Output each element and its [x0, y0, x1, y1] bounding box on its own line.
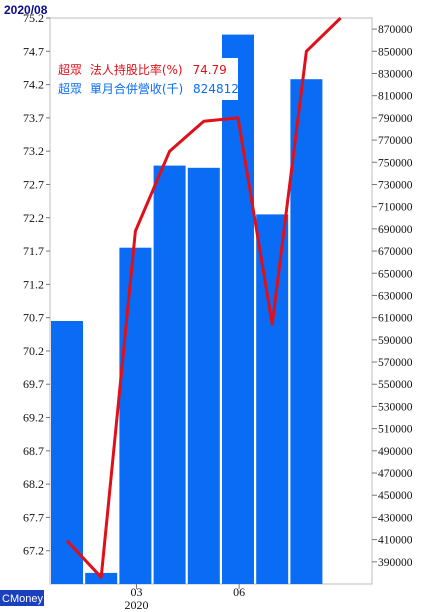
bars-layer — [51, 34, 323, 585]
left-tick-label: 75.2 — [23, 11, 44, 25]
right-tick-label: 490000 — [378, 446, 413, 458]
revenue-bar — [153, 165, 186, 584]
left-tick-label: 68.7 — [23, 444, 44, 458]
right-tick-label: 750000 — [378, 157, 413, 169]
left-tick-label: 74.7 — [23, 44, 44, 58]
revenue-bar — [119, 247, 152, 584]
right-axis-ticks: 390000 410000 430000 450000 470000 490000 5100… — [372, 24, 413, 569]
chart-title: 2020/08 — [4, 3, 48, 17]
left-tick-label: 67.2 — [23, 544, 44, 558]
left-tick-label: 71.2 — [23, 277, 44, 291]
right-tick-label: 650000 — [378, 268, 413, 280]
left-tick-label: 68.2 — [23, 477, 44, 491]
left-tick-label: 70.2 — [23, 344, 44, 358]
right-tick-label: 450000 — [378, 490, 413, 502]
revenue-bar — [290, 79, 323, 584]
right-tick-label: 770000 — [378, 135, 413, 147]
right-tick-label: 430000 — [378, 512, 413, 524]
right-tick-label: 850000 — [378, 46, 413, 58]
left-tick-label: 67.7 — [23, 510, 44, 524]
right-tick-label: 690000 — [378, 224, 413, 236]
left-tick-label: 69.7 — [23, 377, 44, 391]
legend-entry-holding: 超眾 法人持股比率(%) 74.79 — [58, 62, 227, 77]
right-tick-label: 590000 — [378, 335, 413, 347]
holding-ratio-line — [65, 16, 342, 579]
left-axis-ticks: 67.2 67.7 68.2 68.7 69.2 69.7 70.2 70.7 71.2 71.7… — [23, 11, 50, 558]
right-tick-label: 710000 — [378, 202, 413, 214]
left-tick-label: 74.2 — [23, 78, 44, 92]
right-tick-label: 790000 — [378, 113, 413, 125]
revenue-bar — [256, 214, 289, 584]
left-tick-label: 69.2 — [23, 411, 44, 425]
left-tick-label: 72.2 — [23, 211, 44, 225]
legend-box — [54, 58, 238, 100]
right-tick-label: 870000 — [378, 24, 413, 36]
left-tick-label: 73.7 — [23, 111, 44, 125]
revenue-bar — [187, 167, 220, 585]
x-tick-label: 03 — [131, 585, 143, 599]
right-tick-label: 630000 — [378, 290, 413, 302]
brand-label: CMoney — [2, 593, 43, 605]
left-tick-label: 71.7 — [23, 244, 44, 258]
right-tick-label: 670000 — [378, 246, 413, 258]
line-layer — [65, 16, 342, 579]
right-tick-label: 530000 — [378, 401, 413, 413]
right-tick-label: 390000 — [378, 557, 413, 569]
x-tick-label: 06 — [233, 585, 245, 599]
right-tick-label: 730000 — [378, 179, 413, 191]
left-tick-label: 70.7 — [23, 311, 44, 325]
right-tick-label: 810000 — [378, 91, 413, 103]
legend-entry-revenue: 超眾 單月合併營收(千) 824812 — [58, 81, 239, 96]
x-axis-ticks: 03 06 2020 — [125, 584, 245, 612]
right-tick-label: 550000 — [378, 379, 413, 391]
right-tick-label: 830000 — [378, 68, 413, 80]
left-tick-label: 73.2 — [23, 144, 44, 158]
right-tick-label: 410000 — [378, 535, 413, 547]
right-tick-label: 470000 — [378, 468, 413, 480]
revenue-bar — [51, 321, 83, 584]
x-year-label: 2020 — [125, 598, 149, 612]
brand-badge — [0, 590, 44, 606]
right-tick-label: 610000 — [378, 313, 413, 325]
right-tick-label: 510000 — [378, 424, 413, 436]
right-tick-label: 570000 — [378, 357, 413, 369]
left-tick-label: 72.7 — [23, 177, 44, 191]
